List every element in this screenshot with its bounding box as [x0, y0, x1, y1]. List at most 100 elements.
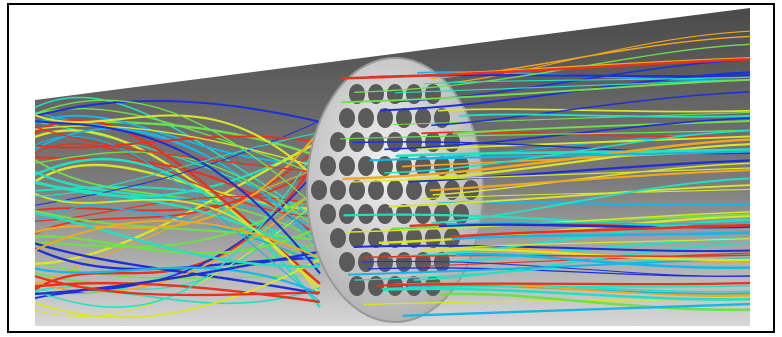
plate-hole — [330, 228, 346, 248]
plate-hole — [320, 156, 336, 176]
streamline — [382, 287, 750, 301]
streamline — [421, 247, 750, 262]
streamline — [408, 159, 750, 183]
streamline — [378, 214, 750, 245]
streamline — [35, 135, 321, 302]
plate-hole — [339, 252, 355, 272]
streamline — [35, 225, 321, 255]
plate-hole — [406, 228, 422, 248]
plate-hole — [463, 180, 479, 200]
streamline — [439, 292, 750, 312]
streamline — [342, 137, 750, 181]
streamline — [35, 190, 321, 296]
streamline — [402, 302, 750, 317]
plate-hole — [339, 204, 355, 224]
streamline — [341, 57, 750, 80]
streamline — [35, 114, 321, 164]
streamline — [35, 258, 321, 319]
streamline — [35, 219, 321, 259]
streamline — [35, 99, 321, 123]
streamline — [35, 250, 321, 296]
streamline — [416, 135, 750, 151]
streamline — [451, 230, 750, 241]
plate-hole — [358, 156, 374, 176]
streamline — [429, 168, 750, 192]
streamlines-downstream — [340, 30, 750, 317]
plate-hole — [349, 180, 365, 200]
streamline — [455, 252, 750, 269]
plate-hole — [358, 108, 374, 128]
plate-hole — [377, 108, 393, 128]
streamline — [35, 119, 321, 275]
plate-hole — [349, 228, 365, 248]
streamline — [35, 273, 321, 297]
streamline — [431, 177, 750, 224]
streamline — [421, 188, 750, 200]
plate-hole — [406, 180, 422, 200]
plate-hole — [415, 252, 431, 272]
plate-hole — [311, 180, 327, 200]
plate-hole — [330, 132, 346, 152]
plate-hole — [415, 108, 431, 128]
plate-hole — [387, 180, 403, 200]
streamline — [447, 237, 750, 250]
streamline — [395, 147, 750, 158]
streamline — [35, 109, 321, 252]
streamline — [341, 78, 750, 104]
streamline — [352, 167, 750, 183]
streamline — [35, 112, 321, 184]
streamline — [353, 244, 750, 253]
streamline — [452, 119, 750, 135]
streamline — [35, 266, 321, 295]
streamline — [35, 166, 321, 212]
plate-hole — [349, 84, 365, 104]
streamlines-upstream — [35, 96, 322, 319]
plate-hole — [349, 276, 365, 296]
frame-border — [7, 3, 775, 333]
streamline — [35, 210, 321, 268]
streamline — [423, 76, 750, 85]
streamline — [381, 284, 750, 290]
streamline — [384, 116, 750, 151]
plate-hole — [387, 84, 403, 104]
streamline — [361, 254, 750, 259]
streamline — [394, 78, 750, 94]
streamline — [35, 145, 321, 238]
streamline — [35, 166, 321, 288]
streamline — [459, 113, 750, 118]
streamline — [35, 125, 321, 169]
streamline — [446, 221, 750, 226]
streamline — [431, 90, 750, 127]
streamline — [35, 185, 321, 293]
plate-hole — [425, 228, 441, 248]
plate-hole — [339, 156, 355, 176]
streamline — [35, 180, 321, 262]
streamline — [340, 129, 750, 140]
streamline — [361, 260, 750, 277]
streamline — [35, 129, 321, 235]
plate-hole — [396, 252, 412, 272]
streamline — [376, 281, 750, 287]
streamline — [35, 132, 321, 197]
streamline — [388, 217, 750, 259]
streamline — [35, 99, 321, 212]
plate-hole — [444, 180, 460, 200]
streamline — [392, 111, 750, 126]
streamline — [346, 210, 750, 233]
streamline — [35, 163, 321, 211]
plate-hole — [339, 108, 355, 128]
streamline — [384, 129, 750, 174]
plate-hole — [330, 180, 346, 200]
streamline — [35, 141, 321, 308]
plate-hole — [368, 276, 384, 296]
streamline — [35, 157, 321, 309]
plate-hole — [320, 204, 336, 224]
plate-hole — [368, 84, 384, 104]
streamline — [409, 142, 750, 181]
streamline — [388, 183, 750, 208]
streamline — [369, 150, 750, 162]
plate-hole — [396, 108, 412, 128]
streamline — [35, 129, 321, 289]
